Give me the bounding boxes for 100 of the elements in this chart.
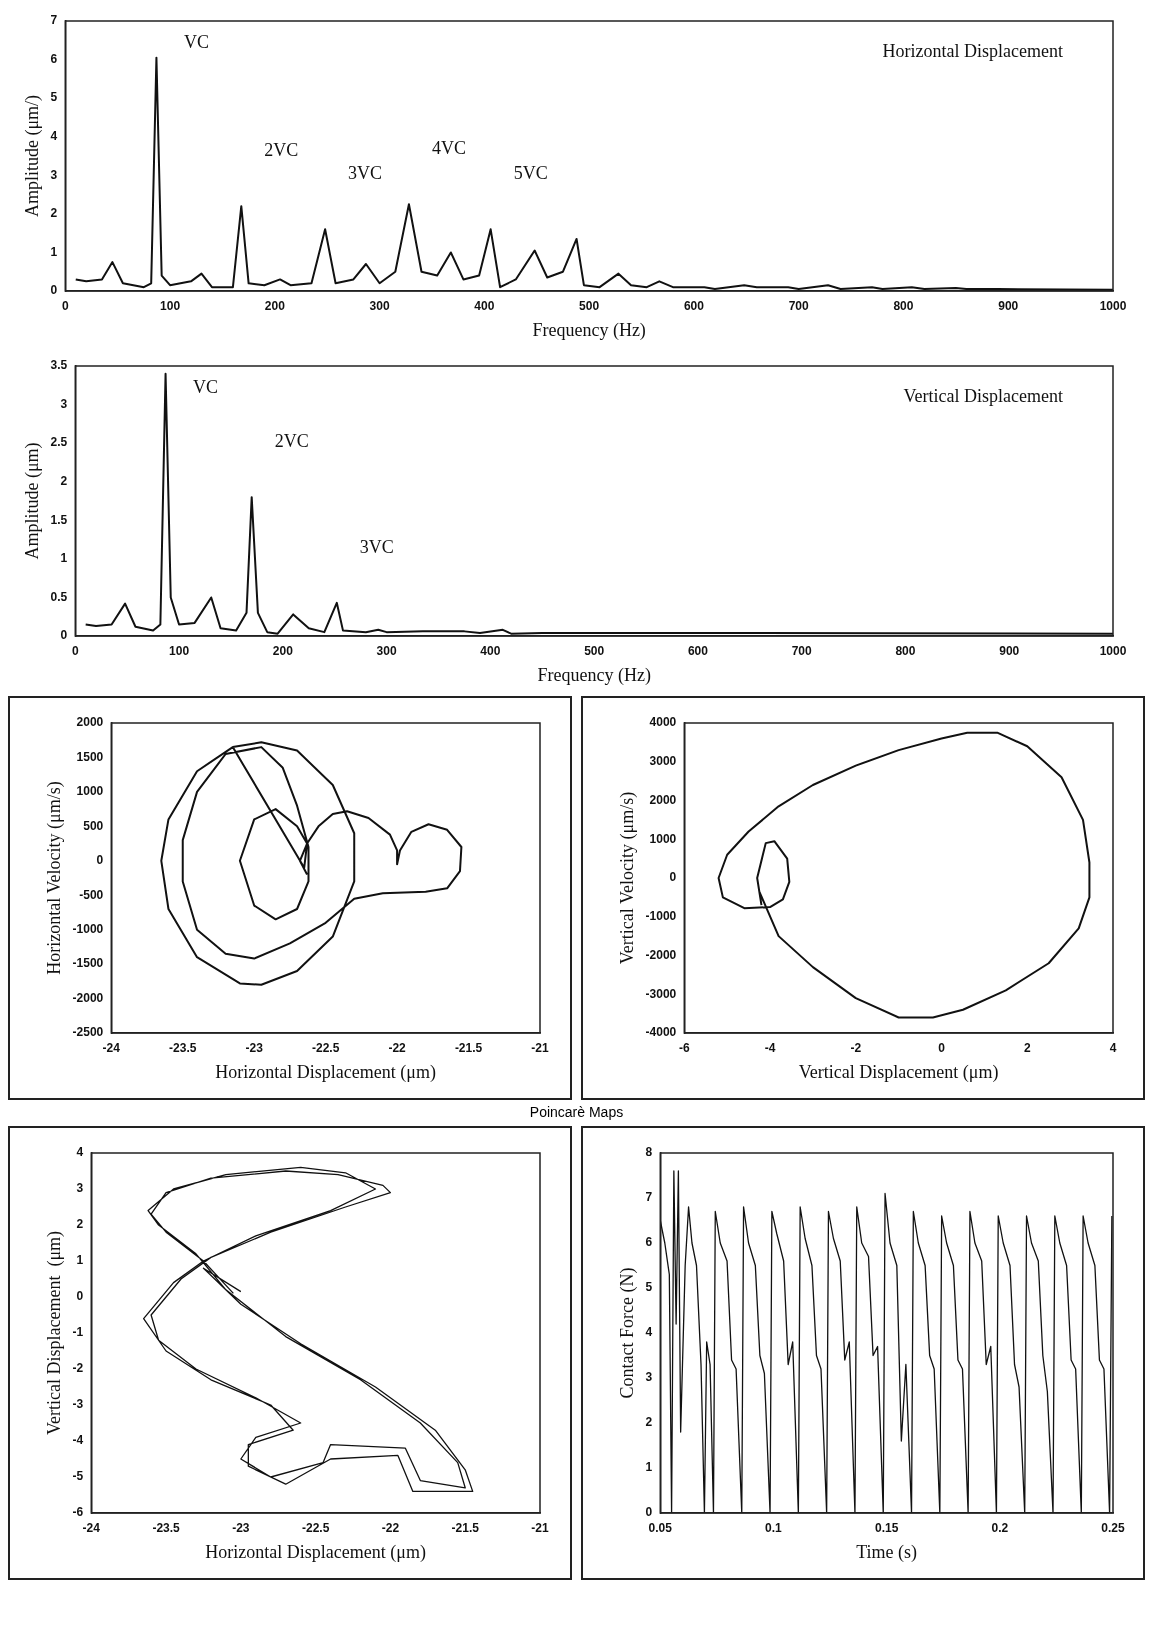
x-tick-label: -21: [531, 1040, 549, 1055]
y-tick-label: 0.5: [50, 589, 68, 604]
y-tick-label: 3: [76, 1181, 84, 1196]
y-tick-label: 3000: [649, 754, 677, 769]
y-tick-label: 1: [76, 1253, 84, 1268]
y-tick-label: 1: [50, 244, 58, 259]
y-tick-label: 5: [50, 90, 58, 105]
x-tick-label: -24: [102, 1040, 121, 1055]
x-tick-label: -21.5: [454, 1040, 483, 1055]
y-tick-label: 500: [83, 818, 104, 833]
y-tick-label: 2: [645, 1415, 653, 1430]
x-tick-label: 100: [169, 643, 190, 658]
x-tick-label: 300: [376, 643, 397, 658]
x-axis-title: Frequency (Hz): [532, 319, 646, 341]
annotation: 2VC: [274, 430, 309, 451]
y-axis-title: Horizontal Velocity (μm/s): [43, 781, 65, 975]
y-axis-title: Contact Force (N): [616, 1267, 638, 1399]
annotation: 4VC: [431, 137, 466, 158]
x-tick-label: -24: [82, 1520, 101, 1535]
x-tick-label: -22: [388, 1040, 407, 1055]
x-tick-label: 200: [264, 298, 286, 313]
y-tick-label: 8: [645, 1145, 653, 1160]
y-tick-label: 4: [645, 1325, 653, 1340]
x-tick-label: -23.5: [169, 1040, 197, 1055]
x-tick-label: -22.5: [311, 1040, 340, 1055]
y-tick-label: -5: [72, 1469, 84, 1484]
x-tick-label: -6: [678, 1040, 690, 1055]
y-tick-label: -6: [72, 1505, 84, 1520]
y-tick-label: 7: [645, 1190, 653, 1205]
x-tick-label: 0.1: [765, 1520, 783, 1535]
x-axis-title: Frequency (Hz): [537, 664, 651, 686]
x-tick-label: 500: [584, 643, 605, 658]
text: Vertical Displacement: [903, 385, 1063, 406]
y-tick-label: 4: [76, 1145, 84, 1160]
x-tick-label: -4: [764, 1040, 776, 1055]
y-tick-label: 1: [60, 551, 68, 566]
y-tick-label: 2: [50, 206, 58, 221]
y-tick-label: 2: [76, 1217, 84, 1232]
y-axis-title: Amplitude (μm/): [21, 94, 43, 218]
y-tick-label: -4000: [645, 1025, 677, 1040]
y-tick-label: 0: [96, 853, 104, 868]
y-axis-title: Vertical Velocity (μm/s): [616, 791, 638, 965]
y-tick-label: -500: [79, 887, 104, 902]
x-tick-label: 600: [687, 643, 709, 658]
x-tick-label: -22: [381, 1520, 400, 1535]
y-tick-label: 7: [50, 13, 58, 28]
text: Poincarè Maps: [528, 1104, 625, 1120]
x-tick-label: 0.25: [1101, 1520, 1125, 1535]
y-tick-label: 1000: [649, 831, 677, 846]
x-axis-title: Horizontal Displacement (μm): [205, 1541, 426, 1563]
x-tick-label: 700: [788, 298, 810, 313]
y-tick-label: -2500: [72, 1025, 104, 1040]
y-tick-label: -2000: [645, 947, 677, 962]
x-tick-label: 400: [480, 643, 501, 658]
y-tick-label: 1500: [76, 749, 104, 764]
annotation: 5VC: [513, 163, 548, 184]
y-tick-label: -2000: [72, 990, 104, 1005]
y-tick-label: 6: [645, 1235, 653, 1250]
y-tick-label: 1: [645, 1460, 653, 1475]
x-tick-label: 4: [1109, 1040, 1117, 1055]
x-tick-label: 0.15: [874, 1520, 899, 1535]
x-tick-label: -23: [245, 1040, 264, 1055]
x-tick-label: 900: [999, 643, 1020, 658]
x-tick-label: 0.2: [991, 1520, 1009, 1535]
x-axis-title: Vertical Displacement (μm): [798, 1061, 999, 1083]
y-tick-label: 3: [50, 167, 58, 182]
annotation: 3VC: [348, 163, 383, 184]
x-axis-title: Horizontal Displacement (μm): [215, 1061, 436, 1083]
y-tick-label: 4: [50, 129, 58, 144]
x-tick-label: 2: [1023, 1040, 1031, 1055]
x-tick-label: 600: [683, 298, 705, 313]
y-axis-title: Vertical Displacement (μm): [43, 1230, 65, 1436]
x-tick-label: 900: [998, 298, 1019, 313]
y-tick-label: 0: [76, 1289, 84, 1304]
y-tick-label: 6: [50, 51, 58, 66]
y-axis-title: Amplitude (μm): [21, 442, 43, 560]
x-tick-label: 200: [272, 643, 294, 658]
x-tick-label: -21.5: [451, 1520, 480, 1535]
x-tick-label: 800: [895, 643, 916, 658]
annotation: 2VC: [264, 139, 299, 160]
x-tick-label: 400: [474, 298, 495, 313]
y-tick-label: 0: [645, 1505, 653, 1520]
x-tick-label: 0.05: [648, 1520, 673, 1535]
y-tick-label: 1.5: [50, 512, 68, 527]
y-tick-label: -1: [72, 1325, 84, 1340]
x-tick-label: 300: [369, 298, 390, 313]
x-tick-label: 0: [938, 1040, 946, 1055]
annotation: 3VC: [359, 536, 394, 557]
y-tick-label: -4: [72, 1433, 84, 1448]
x-axis-title: Time (s): [856, 1541, 918, 1563]
x-tick-label: -2: [850, 1040, 862, 1055]
y-tick-label: 1000: [76, 784, 104, 799]
y-tick-label: 0: [669, 870, 677, 885]
annotation: VC: [183, 31, 209, 52]
x-tick-label: 800: [893, 298, 914, 313]
y-tick-label: 2000: [649, 792, 677, 807]
y-tick-label: 2: [60, 474, 68, 489]
y-tick-label: 0: [60, 628, 68, 643]
annotation: VC: [193, 376, 219, 397]
y-tick-label: 2000: [76, 715, 104, 730]
